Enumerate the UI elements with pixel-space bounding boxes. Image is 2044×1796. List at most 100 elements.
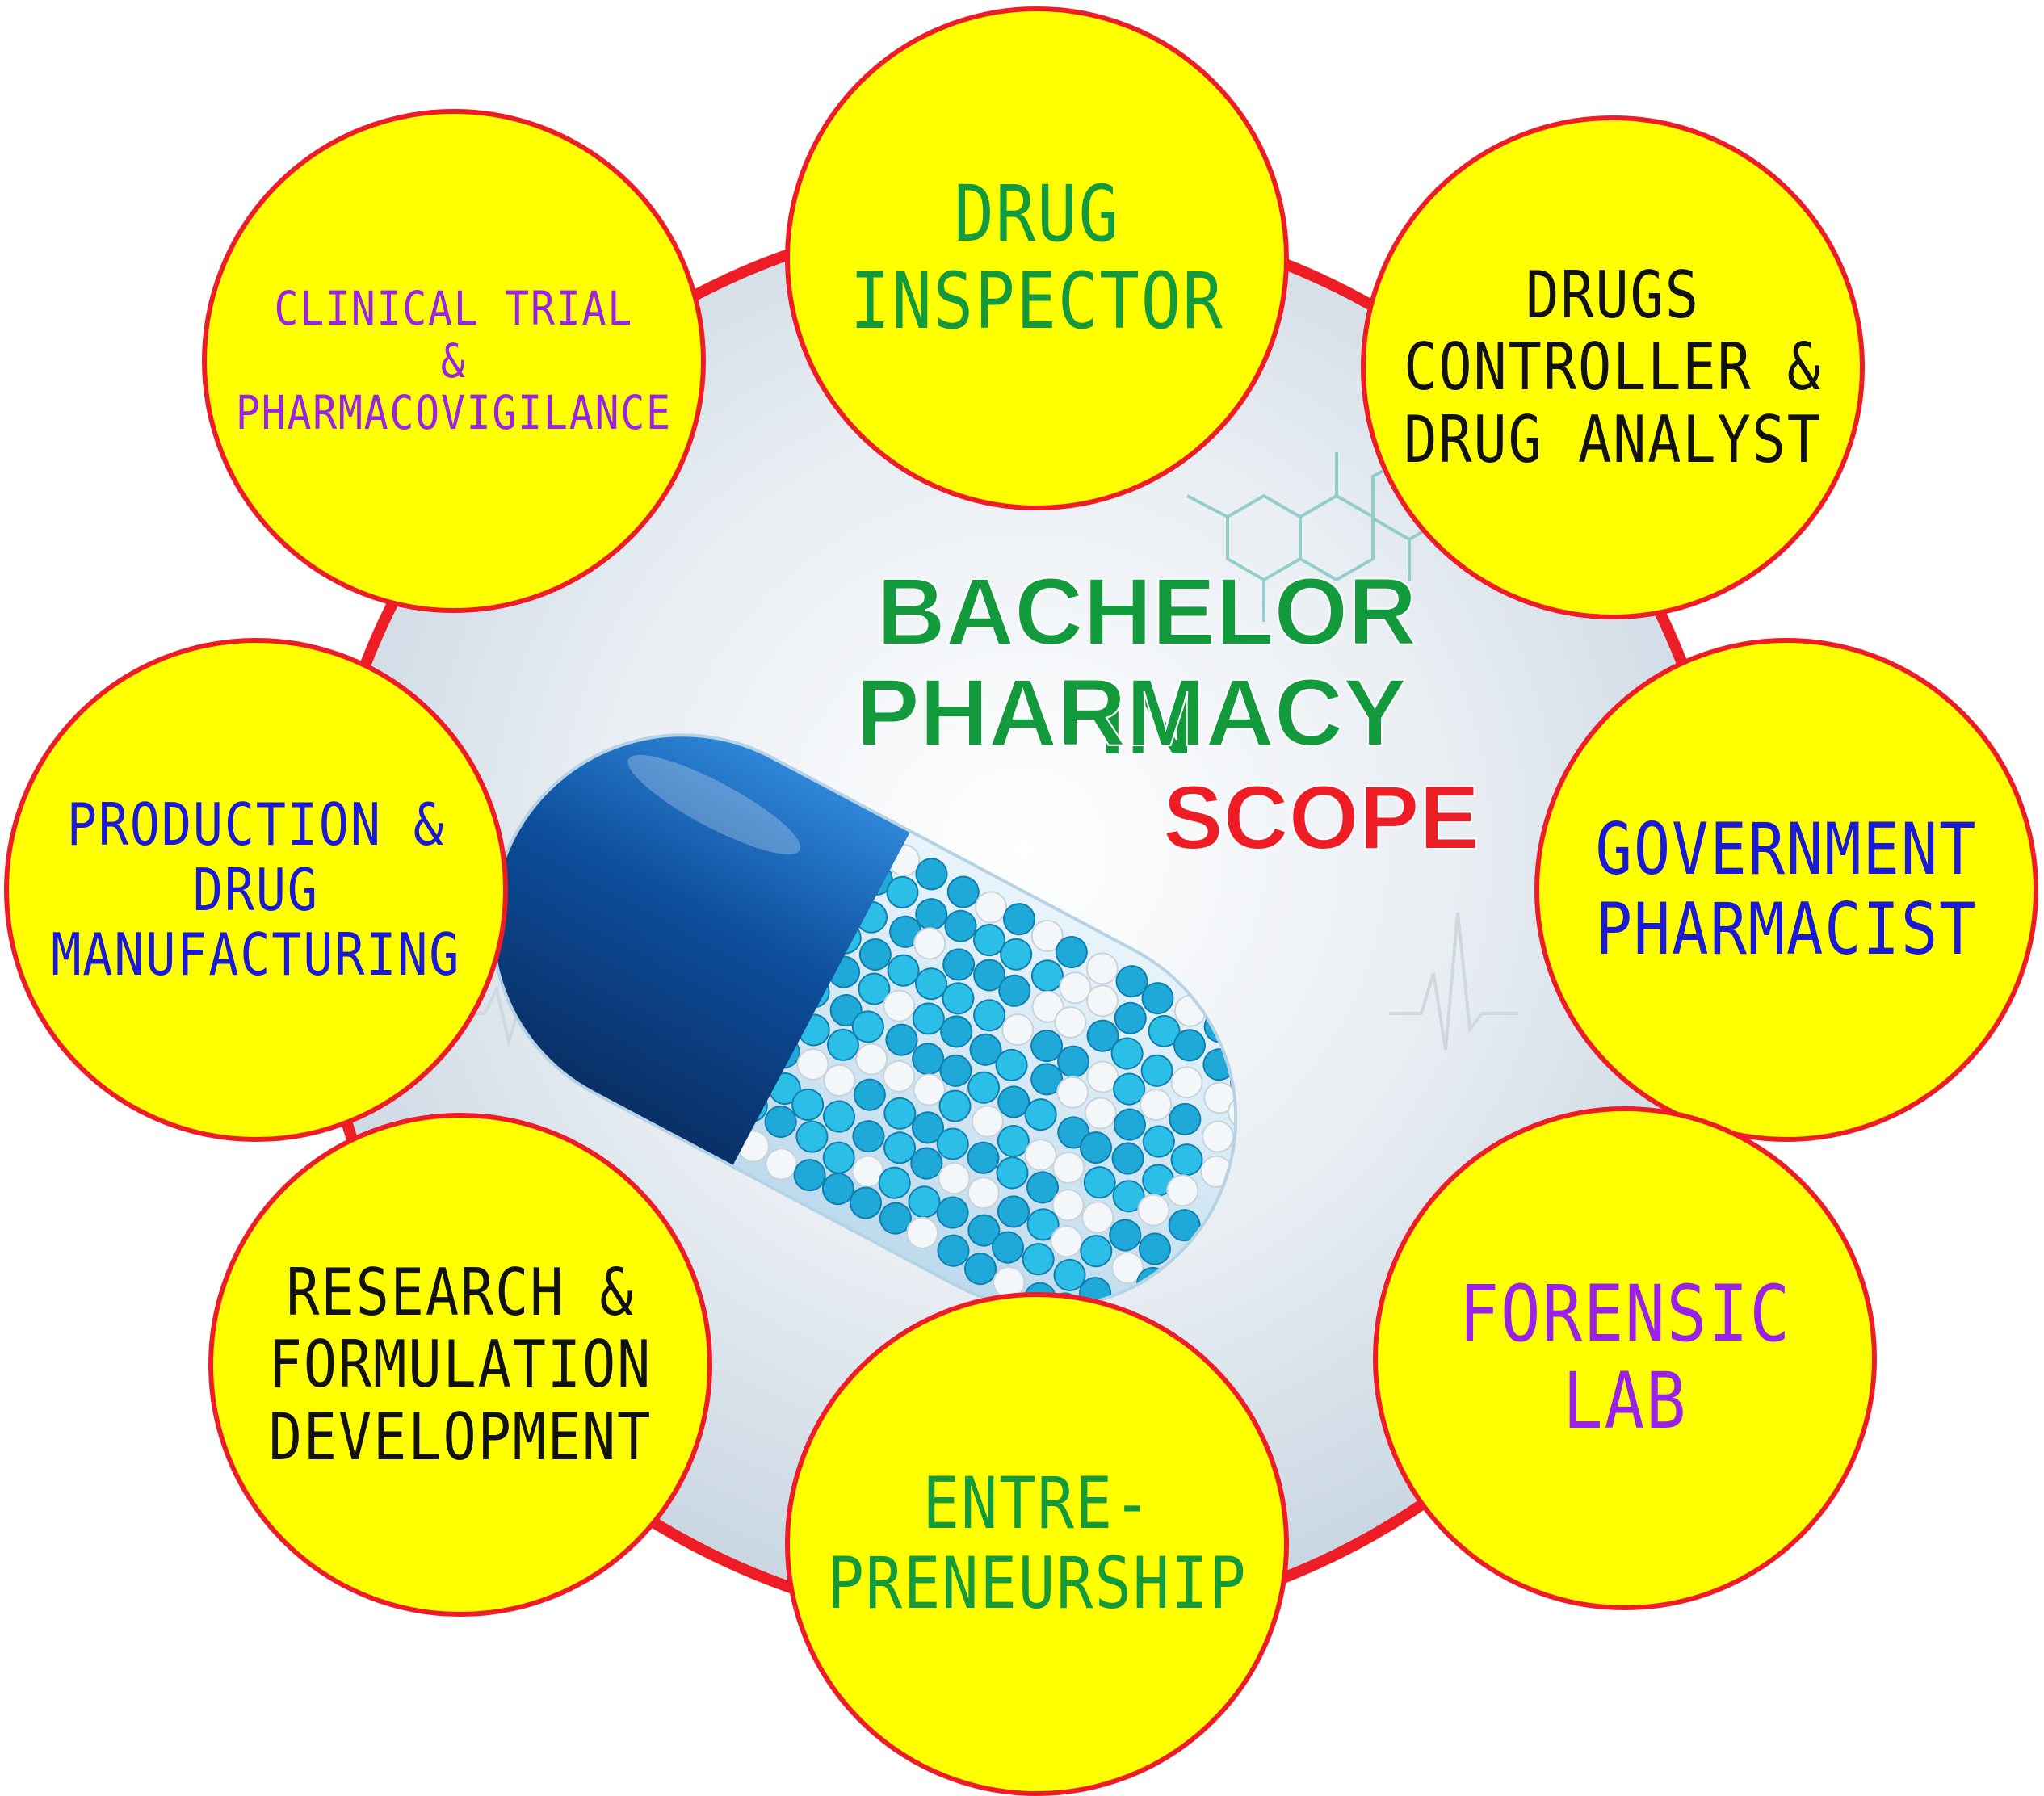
- bubble-research: RESEARCH & FORMULATION DEVELOPMENT: [208, 1113, 712, 1617]
- capsule-bead: [1109, 1219, 1142, 1252]
- capsule-bead: [936, 1196, 969, 1229]
- bubble-research-label: RESEARCH & FORMULATION DEVELOPMENT: [268, 1254, 653, 1475]
- heartbeat-line-right: [1389, 912, 1518, 1051]
- capsule-bead: [1137, 1194, 1170, 1227]
- capsule-bead: [852, 1120, 885, 1153]
- capsule-bead: [937, 1234, 970, 1267]
- capsule-bead: [913, 927, 946, 960]
- capsule-bead: [963, 1253, 997, 1286]
- capsule-bead: [936, 1127, 969, 1160]
- capsule-bead: [1001, 1013, 1035, 1046]
- capsule-bead: [973, 999, 1006, 1032]
- capsule-bead: [793, 1159, 826, 1192]
- center-title-line1: BACHELOR IN: [876, 558, 1418, 776]
- bubble-government-pharmacist: GOVERNMENT PHARMACIST: [1534, 638, 2038, 1142]
- capsule-bead: [1170, 1143, 1203, 1177]
- capsule-bead: [1110, 1037, 1144, 1070]
- capsule-bead: [1138, 1232, 1171, 1265]
- capsule-bead: [1079, 1131, 1112, 1164]
- capsule-bead: [1142, 1125, 1175, 1158]
- center-title-line2: PHARMACY: [855, 659, 1408, 767]
- bubble-drugs-controller: DRUGS CONTROLLER & DRUG ANALYST: [1361, 115, 1865, 619]
- capsule-bead: [1081, 1201, 1114, 1234]
- capsule-bead: [886, 875, 919, 908]
- capsule-bead: [940, 1015, 973, 1048]
- capsule-bead: [823, 1064, 856, 1097]
- capsule-bead: [1057, 1045, 1090, 1078]
- capsule-bead: [878, 1166, 911, 1199]
- capsule-bead: [1086, 984, 1119, 1018]
- capsule-bead: [942, 948, 976, 981]
- capsule-bead: [1169, 1102, 1202, 1135]
- capsule-bead: [855, 1043, 888, 1076]
- center-subtitle: SCOPE: [1162, 766, 1480, 869]
- capsule-bead: [1052, 1151, 1085, 1184]
- capsule-bead: [1114, 1001, 1147, 1034]
- capsule-bead: [822, 1141, 855, 1174]
- capsule-bead: [938, 1089, 972, 1122]
- capsule-bead: [1003, 903, 1036, 936]
- capsule-bead: [1051, 1189, 1085, 1222]
- capsule-bead: [915, 898, 948, 931]
- capsule-bead: [853, 1078, 886, 1111]
- capsule-bead: [1170, 1066, 1203, 1099]
- capsule-bead: [967, 1177, 1000, 1210]
- capsule-bead: [967, 1071, 1001, 1104]
- capsule-bead: [1111, 1142, 1144, 1175]
- bubble-production-label: PRODUCTION & DRUG MANUFACTURING: [51, 791, 461, 989]
- capsule-bead: [939, 1054, 972, 1087]
- capsule-bead: [1054, 1006, 1087, 1039]
- capsule-bead: [1080, 1235, 1113, 1268]
- capsule-bead: [858, 938, 892, 971]
- capsule-bead: [992, 1231, 1025, 1264]
- capsule-bead: [995, 1048, 1028, 1081]
- bubble-entrepreneurship-label: ENTRE- PRENEURSHIP: [826, 1462, 1248, 1625]
- capsule-bead: [885, 1023, 918, 1056]
- capsule-bead: [851, 1010, 884, 1043]
- capsule-bead: [1022, 1243, 1055, 1276]
- bubble-drug-inspector-label: DRUG INSPECTOR: [850, 169, 1224, 346]
- capsule-bead: [1113, 1108, 1146, 1141]
- capsule-bead: [996, 1156, 1029, 1190]
- bubble-government-pharmacist-label: GOVERNMENT PHARMACIST: [1595, 808, 1978, 971]
- bubble-clinical-trial-label: CLINICAL TRIAL & PHARMACOVIGILANCE: [236, 280, 672, 441]
- capsule-bead: [1085, 952, 1119, 985]
- capsule-bead: [1024, 1098, 1057, 1131]
- capsule-bead: [906, 1216, 939, 1249]
- capsule-bead: [998, 974, 1031, 1007]
- capsule-bead: [883, 1060, 916, 1093]
- capsule-bead: [1173, 1029, 1206, 1062]
- bubble-entrepreneurship: ENTRE- PRENEURSHIP: [785, 1292, 1289, 1796]
- bubble-drugs-controller-label: DRUGS CONTROLLER & DRUG ANALYST: [1404, 257, 1822, 477]
- bubble-clinical-trial: CLINICAL TRIAL & PHARMACOVIGILANCE: [202, 109, 706, 613]
- bubble-forensic-lab: FORENSIC LAB: [1373, 1106, 1877, 1610]
- capsule-bead: [1166, 1174, 1199, 1207]
- capsule-bead: [944, 909, 977, 942]
- capsule-bead: [1202, 1120, 1235, 1153]
- capsule-bead: [822, 1100, 855, 1133]
- capsule-bead: [795, 1120, 829, 1153]
- capsule-bead: [1056, 1076, 1089, 1109]
- capsule-bead: [883, 989, 916, 1022]
- capsule-bead: [946, 875, 980, 908]
- bubble-production: PRODUCTION & DRUG MANUFACTURING: [4, 638, 508, 1142]
- bubble-forensic-lab-label: FORENSIC LAB: [1459, 1269, 1791, 1446]
- capsule-bead: [1141, 982, 1174, 1015]
- capsule-bead: [1000, 938, 1033, 971]
- capsule-bead: [971, 1105, 1004, 1138]
- capsule-bead: [997, 1195, 1030, 1228]
- capsule-bead: [764, 1106, 797, 1139]
- capsule-bead: [915, 858, 948, 891]
- capsule-bead: [1055, 936, 1088, 969]
- capsule-bead: [791, 1088, 825, 1121]
- bubble-drug-inspector: DRUG INSPECTOR: [785, 6, 1289, 510]
- capsule-bead: [1140, 1089, 1173, 1122]
- capsule-bead: [826, 1028, 859, 1061]
- capsule-bead: [938, 1162, 971, 1195]
- capsule-bead: [849, 1186, 882, 1219]
- capsule-bead: [1083, 1166, 1116, 1199]
- capsule-bead: [942, 982, 975, 1015]
- capsule-bead: [1140, 1054, 1173, 1087]
- capsule-bead: [1050, 1225, 1083, 1258]
